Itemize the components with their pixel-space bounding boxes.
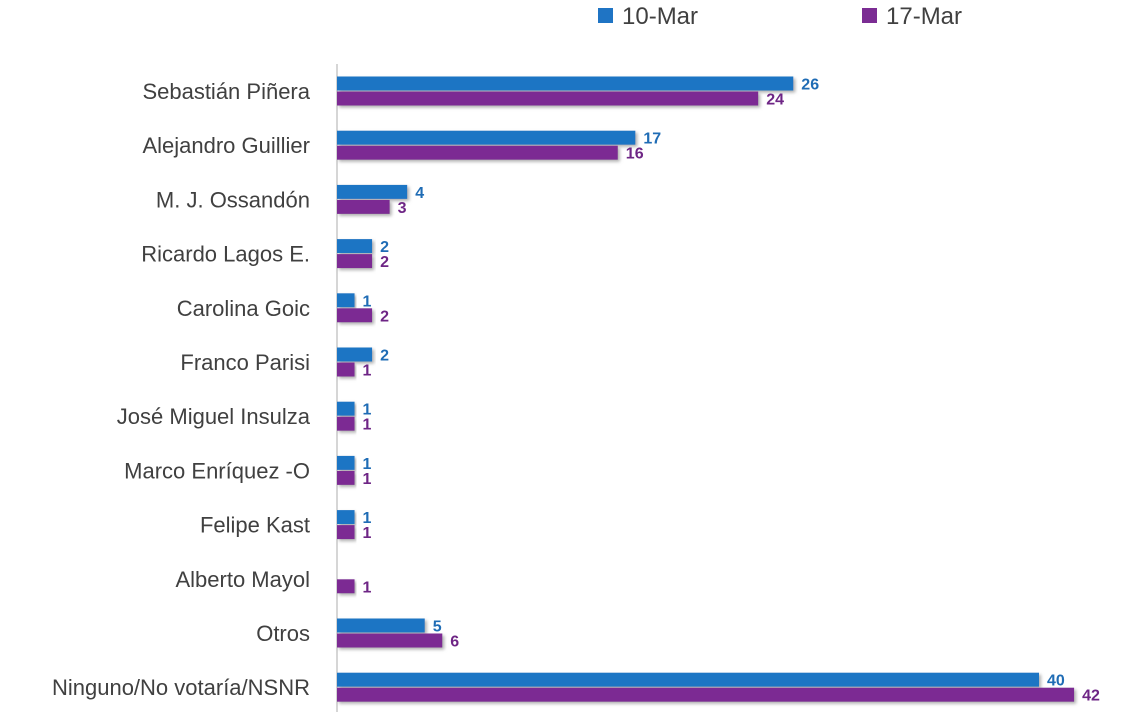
category-label: Carolina Goic [177, 296, 310, 321]
category-label: Felipe Kast [200, 513, 310, 538]
value-label: 6 [450, 634, 459, 651]
bars [337, 76, 1075, 702]
bar-series-2 [337, 199, 390, 214]
legend-swatch [862, 8, 877, 23]
bar-series-2 [337, 687, 1075, 702]
value-label: 26 [801, 77, 819, 94]
bar-series-2 [337, 145, 618, 160]
value-label: 16 [626, 146, 644, 163]
value-label: 2 [380, 239, 389, 256]
value-label: 42 [1082, 688, 1100, 705]
bar-series-1 [337, 618, 425, 633]
bar-series-2 [337, 633, 443, 648]
value-label: 2 [380, 308, 389, 325]
value-label: 1 [363, 363, 372, 380]
bar-series-1 [337, 239, 373, 254]
bar-series-1 [337, 672, 1039, 687]
category-label: Alejandro Guillier [142, 133, 310, 158]
value-label: 4 [415, 185, 424, 202]
category-label: Marco Enríquez -O [124, 458, 310, 483]
bar-series-1 [337, 455, 355, 470]
bar-series-2 [337, 579, 355, 594]
bar-series-2 [337, 362, 355, 377]
value-label: 1 [363, 402, 372, 419]
value-label: 1 [363, 579, 372, 596]
bar-series-2 [337, 91, 759, 106]
category-label: Ricardo Lagos E. [141, 242, 310, 267]
category-labels: Sebastián Piñera Alejandro Guillier M. J. … [52, 79, 311, 700]
bar-series-1 [337, 401, 355, 416]
value-label: 2 [380, 348, 389, 365]
value-label: 24 [766, 92, 784, 109]
legend-label: 10-Mar [622, 3, 698, 30]
category-label: Ninguno/No votaría/NSNR [52, 675, 310, 700]
category-label: M. J. Ossandón [156, 187, 310, 212]
category-label: Sebastián Piñera [142, 79, 310, 104]
value-label: 5 [433, 619, 442, 636]
bar-series-2 [337, 416, 355, 431]
value-label: 2 [380, 254, 389, 271]
value-label: 1 [363, 525, 372, 542]
bar-series-1 [337, 347, 373, 362]
category-label: José Miguel Insulza [117, 404, 311, 429]
value-label: 1 [363, 293, 372, 310]
category-label: Alberto Mayol [175, 567, 310, 592]
category-label: Otros [256, 621, 310, 646]
bar-series-2 [337, 308, 373, 323]
value-label: 1 [363, 456, 372, 473]
bar-series-2 [337, 470, 355, 485]
bar-series-1 [337, 130, 636, 145]
value-label: 40 [1047, 673, 1065, 690]
value-label: 17 [643, 131, 661, 148]
bar-series-2 [337, 525, 355, 540]
bar-series-2 [337, 254, 373, 269]
bar-series-1 [337, 76, 794, 91]
chart-legend: 10-Mar 17-Mar [598, 3, 962, 30]
value-label: 1 [363, 417, 372, 434]
bar-series-1 [337, 184, 408, 199]
value-label: 1 [363, 471, 372, 488]
value-label: 1 [363, 510, 372, 527]
category-label: Franco Parisi [180, 350, 310, 375]
legend-label: 17-Mar [886, 3, 962, 30]
bar-series-1 [337, 293, 355, 308]
value-label: 3 [398, 200, 407, 217]
legend-swatch [598, 8, 613, 23]
bar-series-1 [337, 510, 355, 525]
